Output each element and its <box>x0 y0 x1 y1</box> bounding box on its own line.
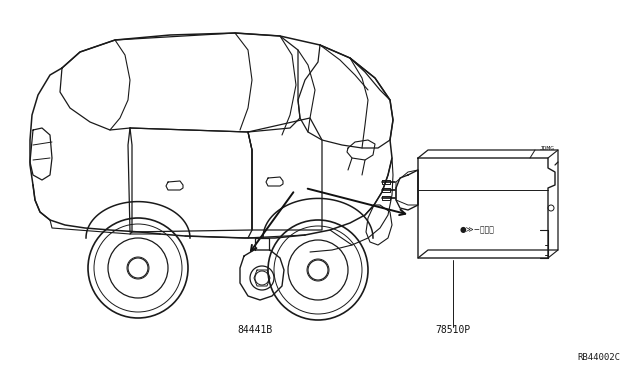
Text: 84441B: 84441B <box>237 325 273 335</box>
Text: 78510P: 78510P <box>435 325 470 335</box>
Text: JDMG: JDMG <box>540 145 555 151</box>
Text: ●≫−フゥク: ●≫−フゥク <box>460 225 495 234</box>
Text: RB44002C: RB44002C <box>577 353 620 362</box>
